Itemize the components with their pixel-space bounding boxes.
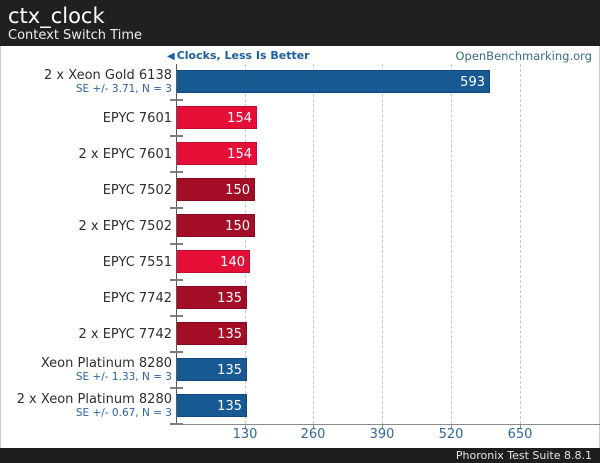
page-title: ctx_clock — [8, 4, 105, 28]
row-label: 2 x Xeon Gold 6138 SE +/- 3.71, N = 3 — [1, 64, 172, 100]
x-gridline — [382, 64, 383, 424]
bar-value-label: 154 — [227, 147, 252, 162]
cpu-label: EPYC 7601 — [102, 110, 172, 126]
bar-value-label: 593 — [460, 75, 485, 90]
x-axis-line — [176, 424, 600, 425]
x-axis-tick-label: 130 — [232, 427, 258, 442]
standard-error-label: SE +/- 3.71, N = 3 — [75, 83, 172, 95]
category-tick — [170, 423, 183, 425]
category-tick — [170, 243, 183, 245]
category-tick — [170, 135, 183, 137]
result-bar: 135 — [176, 322, 247, 345]
row-label: 2 x EPYC 7601 — [1, 136, 172, 172]
x-axis-tick — [245, 425, 246, 429]
less-is-better-label: ◀ Clocks, Less Is Better — [167, 49, 310, 62]
cpu-label: 2 x Xeon Platinum 8280 — [16, 392, 172, 407]
row-label: Xeon Platinum 8280 SE +/- 1.33, N = 3 — [1, 352, 172, 388]
result-bar: 154 — [176, 106, 257, 129]
result-bar: 135 — [176, 358, 247, 381]
openbenchmarking-link[interactable]: OpenBenchmarking.org — [455, 49, 592, 63]
category-tick — [170, 387, 183, 389]
left-arrow-icon: ◀ — [167, 51, 175, 62]
cpu-label: EPYC 7551 — [102, 254, 172, 270]
category-tick — [170, 279, 183, 281]
result-bar: 140 — [176, 250, 250, 273]
row-label: EPYC 7742 — [1, 280, 172, 316]
x-axis-tick — [520, 425, 521, 429]
cpu-label: 2 x EPYC 7601 — [78, 146, 172, 162]
x-axis-tick-label: 390 — [369, 427, 395, 442]
x-gridline — [520, 64, 521, 424]
category-tick — [170, 99, 183, 101]
row-label: 2 x EPYC 7502 — [1, 208, 172, 244]
standard-error-label: SE +/- 1.33, N = 3 — [75, 371, 172, 383]
row-label: EPYC 7551 — [1, 244, 172, 280]
category-tick — [170, 171, 183, 173]
x-gridline — [313, 64, 314, 424]
x-axis-tick-label: 650 — [507, 427, 533, 442]
chart-footer: Phoronix Test Suite 8.8.1 — [0, 448, 600, 463]
category-tick — [170, 351, 183, 353]
cpu-label: 2 x Xeon Gold 6138 — [44, 68, 172, 83]
less-is-better-text: Clocks, Less Is Better — [176, 49, 310, 62]
bar-value-label: 150 — [225, 219, 250, 234]
bar-value-label: 150 — [225, 183, 250, 198]
chart-area: ◀ Clocks, Less Is Better OpenBenchmarking… — [0, 46, 600, 448]
x-gridline — [451, 64, 452, 424]
row-label: 2 x EPYC 7742 — [1, 316, 172, 352]
row-label: EPYC 7601 — [1, 100, 172, 136]
bar-value-label: 135 — [217, 363, 242, 378]
result-bar: 135 — [176, 394, 247, 417]
cpu-label: Xeon Platinum 8280 — [40, 356, 172, 371]
phoronix-version-label: Phoronix Test Suite 8.8.1 — [455, 449, 592, 462]
bar-value-label: 135 — [217, 399, 242, 414]
result-bar: 150 — [176, 178, 255, 201]
result-bar: 150 — [176, 214, 255, 237]
cpu-label: 2 x EPYC 7742 — [78, 326, 172, 342]
cpu-label: EPYC 7502 — [102, 182, 172, 198]
row-label: 2 x Xeon Platinum 8280 SE +/- 0.67, N = 3 — [1, 388, 172, 424]
x-axis-tick — [382, 425, 383, 429]
category-tick — [170, 207, 183, 209]
bar-value-label: 135 — [217, 327, 242, 342]
category-tick — [170, 315, 183, 317]
standard-error-label: SE +/- 0.67, N = 3 — [75, 407, 172, 419]
x-axis-tick-label: 520 — [438, 427, 464, 442]
x-axis-tick — [313, 425, 314, 429]
bar-value-label: 135 — [217, 291, 242, 306]
x-axis-tick-label: 260 — [300, 427, 326, 442]
chart-header: ctx_clock Context Switch Time — [0, 0, 600, 46]
result-bar: 135 — [176, 286, 247, 309]
bar-value-label: 140 — [220, 255, 245, 270]
cpu-label: EPYC 7742 — [102, 290, 172, 306]
page-subtitle: Context Switch Time — [8, 28, 142, 43]
cpu-label: 2 x EPYC 7502 — [78, 218, 172, 234]
bar-value-label: 154 — [227, 111, 252, 126]
row-label: EPYC 7502 — [1, 172, 172, 208]
x-gridline — [245, 64, 246, 424]
x-axis-tick — [451, 425, 452, 429]
result-bar: 593 — [176, 70, 490, 93]
